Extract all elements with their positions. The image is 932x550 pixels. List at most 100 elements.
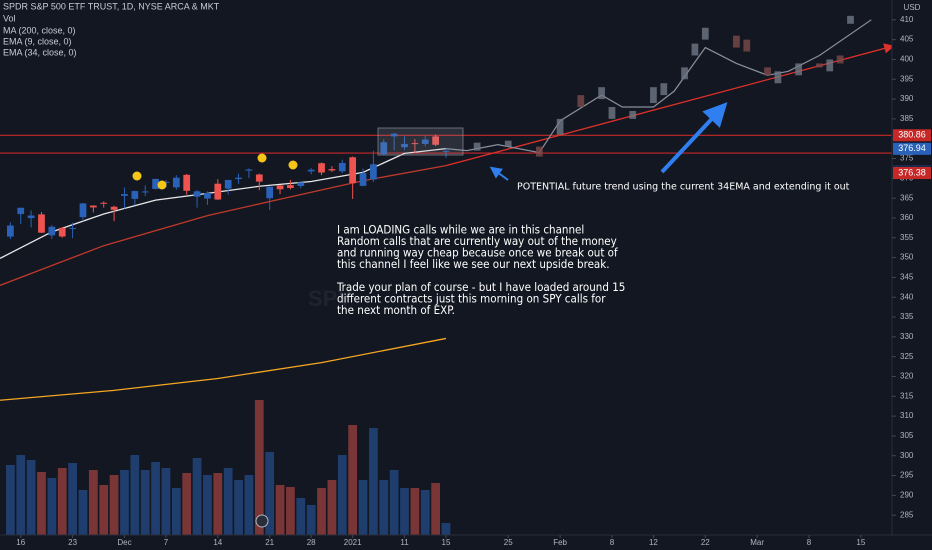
candle-body — [162, 181, 170, 183]
candle-body — [204, 192, 211, 199]
candle-body — [17, 207, 25, 215]
x-tick-label: 12 — [649, 538, 658, 547]
volume-bar — [213, 473, 223, 535]
y-tick-label: 345 — [900, 273, 914, 282]
projection-candle — [577, 95, 585, 107]
annotation-line: this channel I feel like we see our next… — [337, 257, 610, 271]
price-tag-label: 376.94 — [898, 143, 926, 153]
chart-title: SPDR S&P 500 ETF TRUST, 1D, NYSE ARCA & … — [3, 1, 220, 11]
volume-bar — [99, 485, 109, 535]
volume-bar — [337, 455, 347, 535]
volume-bar — [348, 425, 358, 535]
y-tick-label: 390 — [900, 94, 914, 103]
volume-bar — [192, 458, 202, 535]
indicator-line — [0, 165, 447, 286]
y-tick-label: 395 — [900, 74, 914, 83]
price-tag-label: 376.38 — [898, 167, 926, 177]
candle-body — [214, 183, 222, 200]
x-tick-label: 7 — [164, 538, 169, 547]
projection-line — [445, 19, 872, 154]
indicator-label: EMA (34, close, 0) — [3, 47, 77, 57]
indicator-label: EMA (9, close, 0) — [3, 36, 72, 46]
volume-bar — [37, 472, 46, 535]
volume-bar — [6, 465, 15, 535]
volume-bar — [369, 428, 378, 535]
volume-bar — [78, 490, 88, 535]
candle-body — [245, 169, 253, 171]
volume-bar — [286, 487, 295, 535]
y-tick-label: 305 — [900, 431, 914, 440]
candle-body — [255, 174, 263, 182]
volume-bar — [88, 470, 98, 535]
projection-candle — [847, 15, 854, 24]
volume-bar — [327, 480, 337, 535]
candle-body — [432, 136, 439, 145]
candle-body — [349, 157, 357, 184]
volume-bar — [265, 452, 275, 535]
annotation-line: different contracts just this morning on… — [337, 292, 606, 306]
candle-body — [48, 226, 56, 236]
projection-candle — [608, 107, 616, 119]
y-tick-label: 400 — [900, 55, 914, 64]
candle-body — [411, 143, 419, 145]
candle-body — [276, 185, 284, 190]
volume-bar — [130, 455, 140, 535]
indicator-label: MA (200, close, 0) — [3, 25, 76, 35]
range-box — [377, 127, 464, 156]
volume-bar — [358, 480, 368, 535]
y-tick-label: 310 — [900, 411, 914, 420]
annotation-line: and running way cheap because once we br… — [337, 246, 618, 260]
candle-body — [328, 169, 336, 171]
y-tick-label: 330 — [900, 332, 914, 341]
x-tick-label: Dec — [117, 538, 131, 547]
volume-bar — [306, 505, 316, 535]
y-tick-label: 285 — [900, 510, 914, 519]
y-tick-label: 405 — [900, 35, 914, 44]
y-tick-label: 410 — [900, 15, 914, 24]
arrow — [660, 102, 728, 174]
x-tick-label: 15 — [442, 538, 451, 547]
y-tick-label: 325 — [900, 352, 914, 361]
volume-bar — [400, 488, 409, 535]
volume-bar — [182, 473, 192, 535]
indicator-label: Vol — [3, 13, 16, 23]
annotation: POTENTIAL future trend using the current… — [517, 182, 850, 193]
candle-body — [131, 191, 139, 199]
x-tick-label: 14 — [213, 538, 222, 547]
volume-bar — [223, 468, 233, 535]
candle-body — [7, 225, 14, 237]
projection-candle — [598, 87, 605, 100]
x-tick-label: 11 — [400, 538, 409, 547]
y-tick-label: 385 — [900, 114, 914, 123]
volume-bar — [109, 475, 119, 535]
volume-bar — [234, 480, 243, 535]
x-tick-label: 15 — [856, 538, 865, 547]
volume-bar — [317, 488, 326, 535]
y-tick-label: 335 — [900, 312, 914, 321]
candle-body — [380, 142, 388, 155]
projection-candle — [836, 55, 844, 64]
price-tag — [893, 167, 931, 180]
projection-candle — [816, 63, 823, 68]
y-tick-label: 360 — [900, 213, 914, 222]
candle-body — [338, 162, 346, 172]
volume-bar — [120, 470, 129, 535]
projection-candle — [701, 27, 709, 40]
price-axis — [892, 0, 932, 550]
volume-bar — [389, 470, 399, 535]
candle-body — [235, 177, 242, 180]
projection-candle — [504, 140, 512, 147]
y-tick-label: 355 — [900, 233, 914, 242]
candle-body — [297, 182, 305, 186]
volume-bar — [296, 498, 306, 535]
volume-bar — [68, 463, 77, 535]
projection-candle — [681, 67, 688, 80]
y-tick-label: 375 — [900, 154, 914, 163]
annotation: I am LOADING calls while we are in this … — [336, 223, 625, 318]
y-tick-label: 350 — [900, 253, 914, 262]
projection-candle — [764, 67, 771, 76]
candle-body — [79, 203, 87, 218]
candle-body — [359, 173, 367, 186]
volume-bar — [441, 523, 451, 535]
x-tick-label: 8 — [807, 538, 812, 547]
